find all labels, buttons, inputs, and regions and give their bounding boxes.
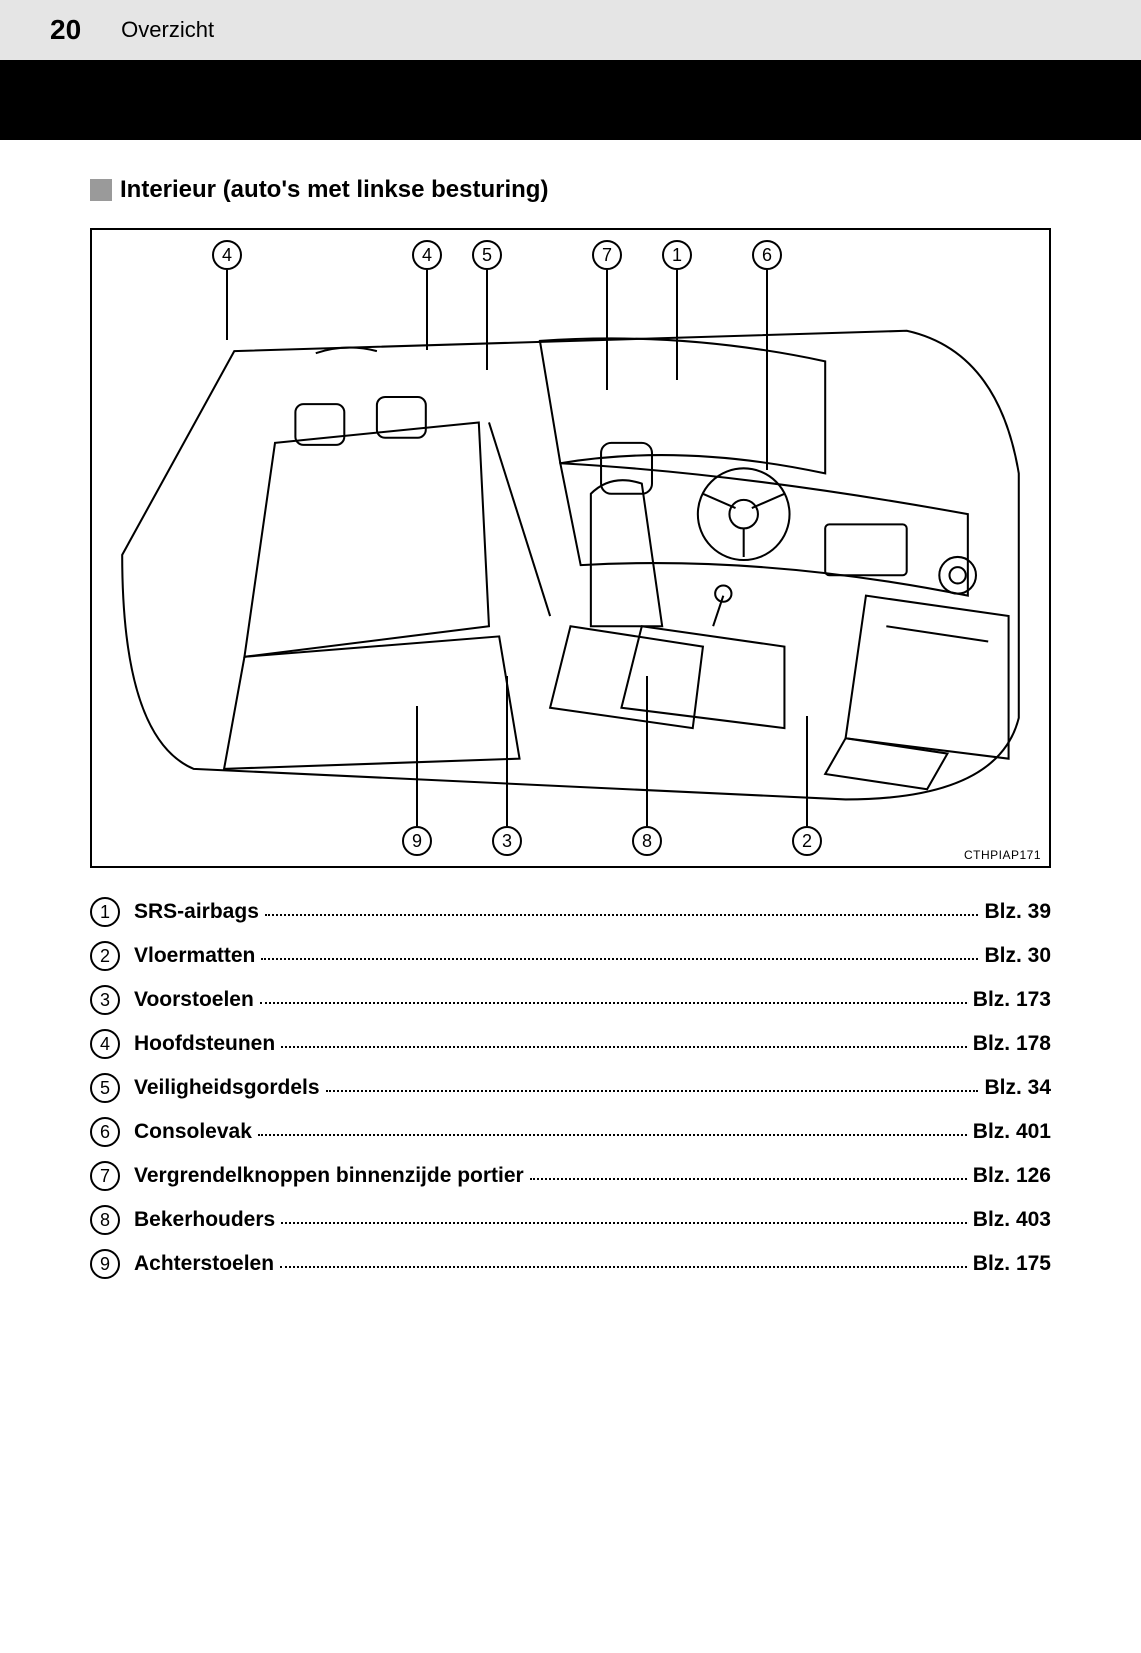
list-label: SRS-airbags bbox=[134, 900, 259, 924]
list-number-icon: 5 bbox=[90, 1073, 120, 1103]
reference-list: 1 SRS-airbags Blz. 39 2 Vloermatten Blz.… bbox=[90, 890, 1051, 1286]
callout-2: 2 bbox=[792, 826, 822, 856]
list-item: 2 Vloermatten Blz. 30 bbox=[90, 934, 1051, 978]
list-number: 2 bbox=[100, 946, 110, 967]
title-row: Interieur (auto's met linkse besturing) bbox=[90, 176, 1051, 204]
list-item: 9 Achterstoelen Blz. 175 bbox=[90, 1242, 1051, 1286]
leader-line bbox=[606, 270, 608, 390]
callout-number: 3 bbox=[502, 831, 512, 852]
leader-dots bbox=[281, 1046, 967, 1048]
callout-number: 4 bbox=[222, 245, 232, 266]
list-label: Vergrendelknoppen binnenzijde portier bbox=[134, 1164, 524, 1188]
leader-dots bbox=[280, 1266, 967, 1268]
callout-7: 7 bbox=[592, 240, 622, 270]
callout-number: 9 bbox=[412, 831, 422, 852]
callout-4a: 4 bbox=[212, 240, 242, 270]
list-page: Blz. 126 bbox=[973, 1164, 1051, 1188]
leader-dots bbox=[265, 914, 979, 916]
list-item: 8 Bekerhouders Blz. 403 bbox=[90, 1198, 1051, 1242]
bullet-square-icon bbox=[90, 179, 112, 201]
leader-line bbox=[766, 270, 768, 470]
callout-number: 2 bbox=[802, 831, 812, 852]
header-bar: 20 Overzicht bbox=[0, 0, 1141, 60]
list-number-icon: 9 bbox=[90, 1249, 120, 1279]
callout-9: 9 bbox=[402, 826, 432, 856]
page-number: 20 bbox=[50, 14, 81, 46]
list-label: Hoofdsteunen bbox=[134, 1032, 275, 1056]
leader-line bbox=[416, 706, 418, 826]
list-number-icon: 4 bbox=[90, 1029, 120, 1059]
list-page: Blz. 175 bbox=[973, 1252, 1051, 1276]
leader-dots bbox=[281, 1222, 967, 1224]
callout-6: 6 bbox=[752, 240, 782, 270]
callout-number: 5 bbox=[482, 245, 492, 266]
list-number-icon: 7 bbox=[90, 1161, 120, 1191]
list-item: 5 Veiligheidsgordels Blz. 34 bbox=[90, 1066, 1051, 1110]
list-page: Blz. 403 bbox=[973, 1208, 1051, 1232]
list-page: Blz. 401 bbox=[973, 1120, 1051, 1144]
leader-dots bbox=[530, 1178, 967, 1180]
list-number: 1 bbox=[100, 902, 110, 923]
list-label: Consolevak bbox=[134, 1120, 252, 1144]
list-item: 6 Consolevak Blz. 401 bbox=[90, 1110, 1051, 1154]
list-number-icon: 3 bbox=[90, 985, 120, 1015]
callout-number: 7 bbox=[602, 245, 612, 266]
callout-3: 3 bbox=[492, 826, 522, 856]
leader-dots bbox=[326, 1090, 979, 1092]
leader-dots bbox=[260, 1002, 967, 1004]
interior-sketch-icon bbox=[112, 290, 1029, 820]
chapter-band bbox=[0, 60, 1141, 140]
list-item: 7 Vergrendelknoppen binnenzijde portier … bbox=[90, 1154, 1051, 1198]
list-number-icon: 8 bbox=[90, 1205, 120, 1235]
callout-5: 5 bbox=[472, 240, 502, 270]
diagram-code: CTHPIAP171 bbox=[964, 848, 1041, 862]
list-item: 1 SRS-airbags Blz. 39 bbox=[90, 890, 1051, 934]
list-label: Vloermatten bbox=[134, 944, 255, 968]
leader-line bbox=[646, 676, 648, 826]
list-number: 4 bbox=[100, 1034, 110, 1055]
leader-line bbox=[806, 716, 808, 826]
section-name: Overzicht bbox=[121, 17, 214, 43]
list-label: Voorstoelen bbox=[134, 988, 254, 1012]
list-number-icon: 2 bbox=[90, 941, 120, 971]
leader-line bbox=[226, 270, 228, 340]
list-number: 9 bbox=[100, 1254, 110, 1275]
list-item: 4 Hoofdsteunen Blz. 178 bbox=[90, 1022, 1051, 1066]
callout-number: 6 bbox=[762, 245, 772, 266]
list-page: Blz. 39 bbox=[984, 900, 1051, 924]
callout-1: 1 bbox=[662, 240, 692, 270]
list-number: 3 bbox=[100, 990, 110, 1011]
content-area: Interieur (auto's met linkse besturing) bbox=[0, 140, 1141, 1286]
leader-line bbox=[486, 270, 488, 370]
leader-line bbox=[506, 676, 508, 826]
callout-number: 1 bbox=[672, 245, 682, 266]
leader-line bbox=[676, 270, 678, 380]
list-number-icon: 1 bbox=[90, 897, 120, 927]
list-item: 3 Voorstoelen Blz. 173 bbox=[90, 978, 1051, 1022]
list-number-icon: 6 bbox=[90, 1117, 120, 1147]
list-label: Bekerhouders bbox=[134, 1208, 275, 1232]
leader-dots bbox=[258, 1134, 967, 1136]
list-page: Blz. 30 bbox=[984, 944, 1051, 968]
list-page: Blz. 34 bbox=[984, 1076, 1051, 1100]
leader-line bbox=[426, 270, 428, 350]
leader-dots bbox=[261, 958, 978, 960]
callout-8: 8 bbox=[632, 826, 662, 856]
list-number: 5 bbox=[100, 1078, 110, 1099]
callout-4b: 4 bbox=[412, 240, 442, 270]
list-page: Blz. 173 bbox=[973, 988, 1051, 1012]
list-label: Achterstoelen bbox=[134, 1252, 274, 1276]
list-page: Blz. 178 bbox=[973, 1032, 1051, 1056]
page-title: Interieur (auto's met linkse besturing) bbox=[120, 176, 548, 204]
list-number: 8 bbox=[100, 1210, 110, 1231]
callout-number: 8 bbox=[642, 831, 652, 852]
interior-diagram: 4 4 5 7 1 6 9 3 8 2 CTHPIAP171 bbox=[90, 228, 1051, 868]
list-number: 6 bbox=[100, 1122, 110, 1143]
list-number: 7 bbox=[100, 1166, 110, 1187]
list-label: Veiligheidsgordels bbox=[134, 1076, 320, 1100]
callout-number: 4 bbox=[422, 245, 432, 266]
